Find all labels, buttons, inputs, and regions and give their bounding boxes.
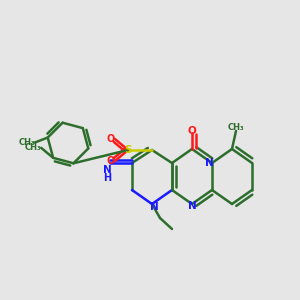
Text: N: N: [205, 158, 213, 168]
Text: N: N: [150, 202, 158, 212]
Text: N: N: [188, 201, 196, 211]
Text: CH₃: CH₃: [228, 124, 244, 133]
Text: O: O: [107, 134, 115, 144]
Text: N: N: [103, 165, 111, 175]
Text: H: H: [103, 173, 111, 183]
Text: CH₃: CH₃: [25, 143, 41, 152]
Text: CH₃: CH₃: [18, 138, 35, 147]
Text: O: O: [107, 156, 115, 166]
Text: S: S: [124, 145, 132, 155]
Text: O: O: [188, 126, 196, 136]
